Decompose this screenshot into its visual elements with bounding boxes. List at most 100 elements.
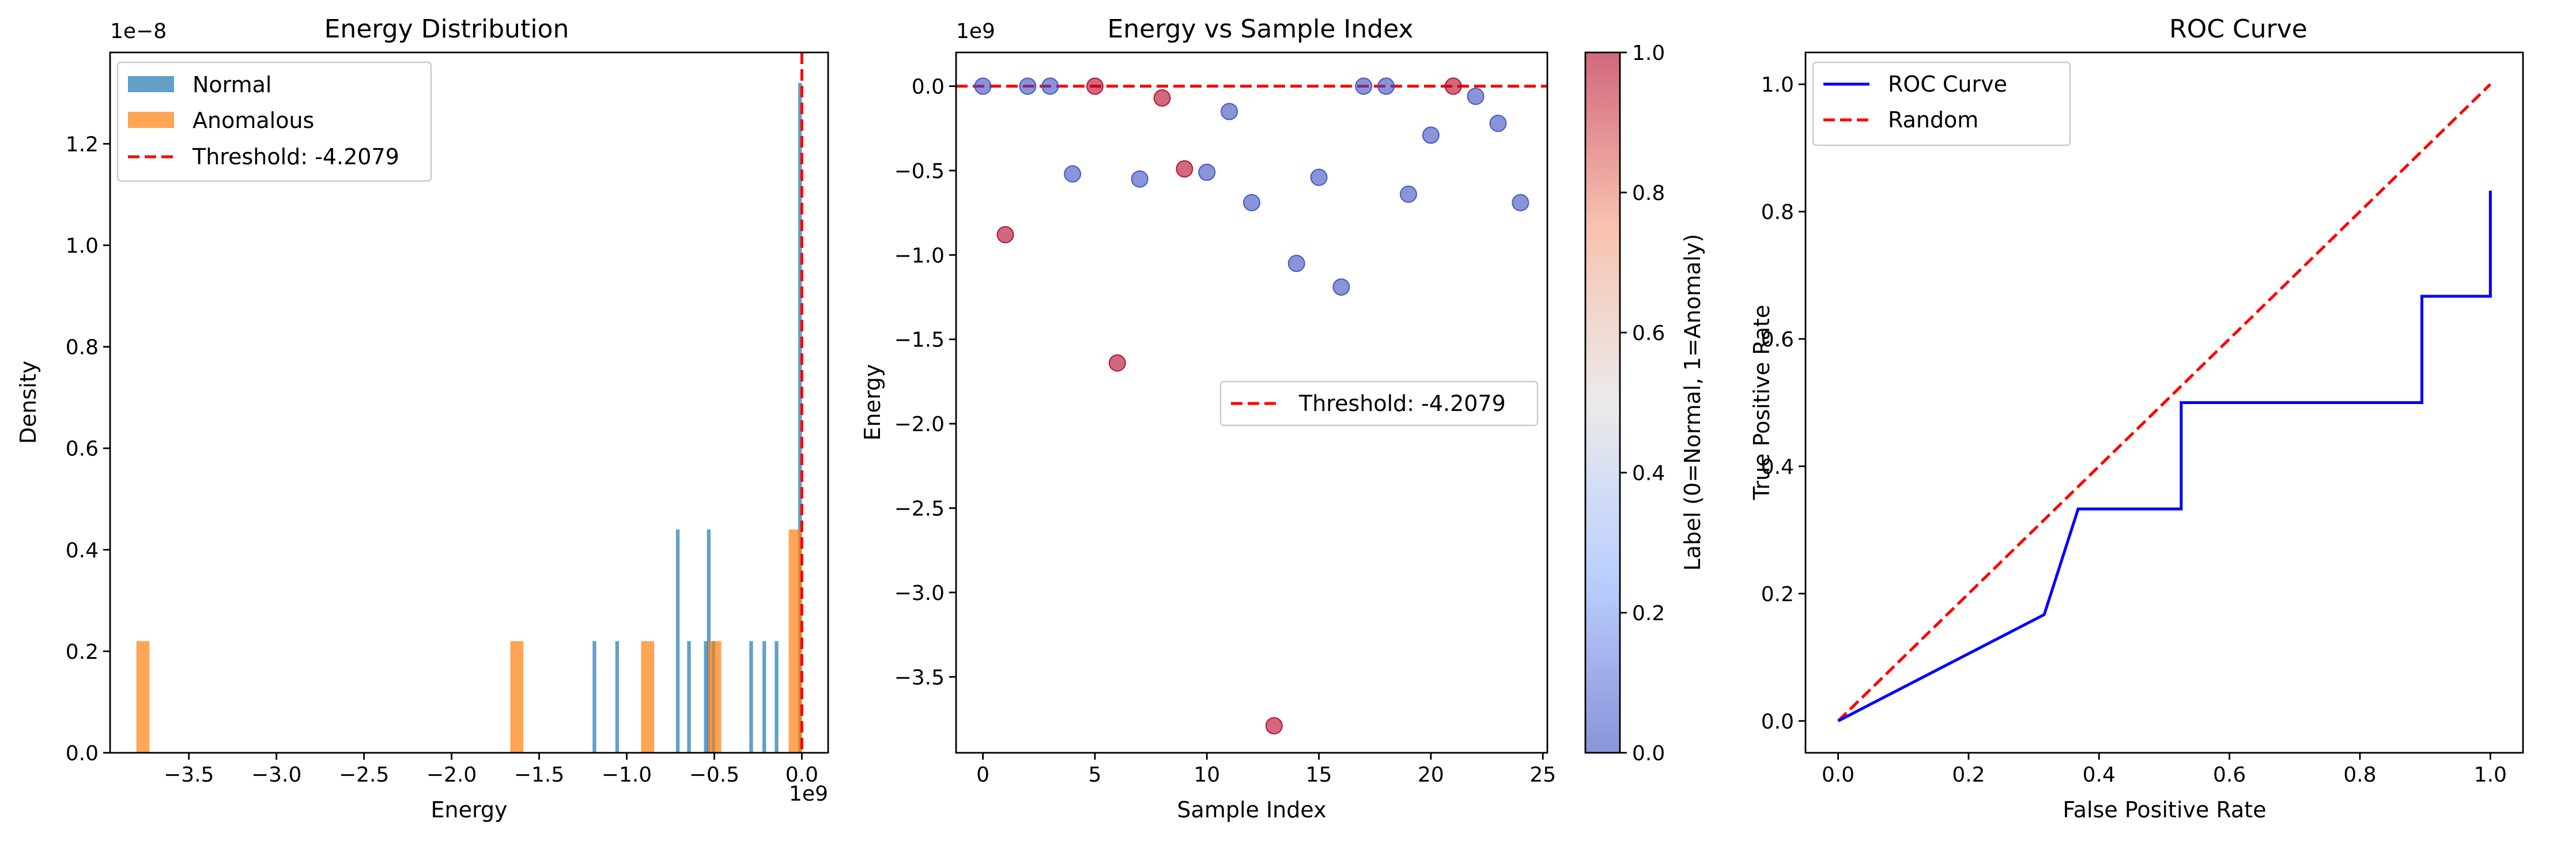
y-tick-label: 0.8 <box>1761 201 1794 224</box>
bar-normal <box>675 529 680 753</box>
bar-normal <box>798 82 802 753</box>
x-tick-label: 0.0 <box>785 763 818 787</box>
point-normal <box>1287 254 1305 272</box>
y-tick-label: 0.8 <box>66 336 99 360</box>
point-anomaly <box>1265 717 1283 735</box>
point-normal <box>1489 114 1507 132</box>
legend-label-threshold: Threshold: -4.2079 <box>192 144 399 169</box>
plot-frame <box>955 51 1548 754</box>
point-normal <box>1221 103 1238 120</box>
x-axis-ticks: −3.5 −3.0 −2.5 −2.0 −1.5 −1.0 −0.5 0.0 <box>164 753 818 787</box>
bar-normal <box>762 641 766 753</box>
bar-anomalous <box>136 641 150 753</box>
roc-curve-line <box>1837 190 2492 723</box>
legend-box <box>1812 61 2071 146</box>
x-tick-label: 20 <box>1418 763 1444 787</box>
point-normal <box>1467 88 1485 105</box>
histogram-bars <box>136 82 802 753</box>
x-tick-label: 0.2 <box>1952 763 1985 787</box>
point-anomaly <box>1444 77 1462 95</box>
legend-swatch-normal <box>128 76 174 92</box>
colorbar-gradient <box>1585 52 1620 753</box>
bar-anomalous <box>708 641 722 753</box>
bar-normal <box>704 641 708 753</box>
legend-box <box>1219 380 1539 427</box>
chart-title: ROC Curve <box>2169 14 2307 44</box>
bar-normal <box>592 641 596 753</box>
x-tick-label: 0.0 <box>1822 763 1854 787</box>
panel-roc-curve: ROC Curve 0.0 0.2 0.4 0.6 0.8 1.0 0.00.20.40.… <box>1749 14 2524 823</box>
y-tick-label: 0.4 <box>1761 455 1794 479</box>
point-normal <box>1064 165 1082 183</box>
x-tick-label: −3.5 <box>164 763 214 787</box>
legend-swatch-anomalous <box>128 112 174 128</box>
colorbar: 0.0 0.2 0.4 0.6 0.8 1.0 Label (0=Normal, 1=An… <box>1584 42 1705 765</box>
y-tick-label: 0.0 <box>1761 710 1794 734</box>
panel-energy-distribution: Energy Distribution −3.5 −3.0 −2.5 −2.0 −1.5… <box>16 14 829 823</box>
colorbar-ticks: 0.0 0.2 0.4 0.6 0.8 1.0 <box>1620 42 1665 765</box>
point-anomaly <box>996 226 1014 244</box>
point-normal <box>1377 77 1395 95</box>
x-axis-label: Energy <box>430 797 507 823</box>
legend-label-roc-curve: ROC Curve <box>1888 71 2007 97</box>
legend-label-anomalous: Anomalous <box>192 108 314 133</box>
point-normal <box>1400 185 1418 203</box>
x-tick-label: 15 <box>1306 763 1332 787</box>
y-tick-label: 0.2 <box>66 640 99 664</box>
x-tick-label: −1.0 <box>602 763 652 787</box>
x-tick-label: −3.0 <box>251 763 301 787</box>
bar-anomalous <box>788 529 802 753</box>
y-axis-label: Energy <box>860 364 885 440</box>
point-anomaly <box>1153 89 1171 107</box>
x-axis-ticks: 0 5 10 15 20 25 <box>976 753 1556 787</box>
x-tick-label: 0.4 <box>2083 763 2116 787</box>
y-tick-label: −2.5 <box>894 497 945 520</box>
y-tick-label: 1.2 <box>66 133 99 156</box>
y-tick-label: −1.5 <box>894 329 945 352</box>
y-offset-label: 1e−8 <box>110 20 167 43</box>
plot-frame <box>109 51 829 754</box>
point-normal <box>1310 168 1328 186</box>
legend: ROC Curve Random <box>1812 61 2071 146</box>
x-offset-label: 1e9 <box>789 782 828 806</box>
y-tick-label: −3.5 <box>894 666 945 689</box>
bar-normal <box>615 641 620 753</box>
x-tick-label: −2.0 <box>426 763 477 787</box>
point-normal <box>1198 163 1216 181</box>
x-tick-label: 1.0 <box>2474 763 2507 787</box>
point-anomaly <box>1086 77 1104 95</box>
x-tick-label: 0.6 <box>2213 763 2246 787</box>
colorbar-tick-label: 1.0 <box>1632 42 1665 65</box>
x-tick-label: 0 <box>976 763 989 787</box>
colorbar-label: Label (0=Normal, 1=Anomaly) <box>1680 234 1705 571</box>
point-normal <box>1332 278 1350 296</box>
legend-label-normal: Normal <box>192 72 272 97</box>
panel-energy-vs-sample-index: Energy vs Sample Index 0 5 10 15 20 25 −3.5−3… <box>860 14 1705 823</box>
x-tick-label: −2.5 <box>339 763 389 787</box>
x-tick-label: 0.8 <box>2343 763 2376 787</box>
y-axis-label: Density <box>16 361 41 444</box>
x-axis-label: Sample Index <box>1177 797 1326 823</box>
y-axis-ticks: 0.0 0.2 0.4 0.6 0.8 1.0 1.2 <box>66 133 110 765</box>
y-tick-label: −0.5 <box>894 160 945 183</box>
colorbar-tick-label: 0.2 <box>1632 602 1665 625</box>
y-tick-label: 0.2 <box>1761 583 1794 606</box>
plot-frame <box>1804 51 2524 754</box>
colorbar-tick-label: 0.8 <box>1632 182 1665 205</box>
y-tick-label: 0.6 <box>66 437 99 461</box>
point-normal <box>1422 126 1440 144</box>
legend-label-threshold: Threshold: -4.2079 <box>1298 391 1506 416</box>
point-normal <box>1355 77 1373 95</box>
colorbar-tick-label: 0.4 <box>1632 462 1665 485</box>
colorbar-tick-label: 0.0 <box>1632 742 1665 765</box>
y-tick-label: 1.0 <box>66 235 99 258</box>
bar-normal <box>687 641 691 753</box>
x-axis-label: False Positive Rate <box>2063 797 2266 823</box>
x-tick-label: −0.5 <box>689 763 739 787</box>
x-axis-ticks: 0.0 0.2 0.4 0.6 0.8 1.0 <box>1822 753 2507 787</box>
y-tick-label: 0.6 <box>1761 328 1794 352</box>
legend: Normal Anomalous Threshold: -4.2079 <box>116 61 432 182</box>
point-normal <box>1019 77 1037 95</box>
x-tick-label: −1.5 <box>514 763 564 787</box>
